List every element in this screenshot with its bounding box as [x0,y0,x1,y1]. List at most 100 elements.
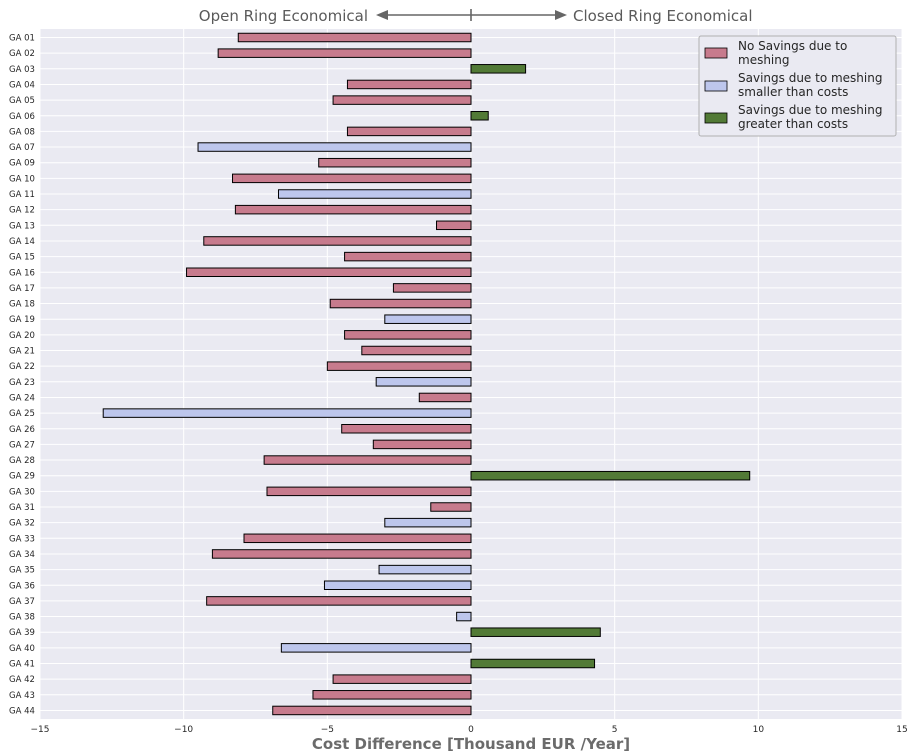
bar-ga-25 [102,408,472,418]
legend-swatch [704,80,728,92]
y-tick-label: GA 40 [9,644,35,654]
x-tick-label: 15 [896,725,907,735]
bar-ga-40 [280,643,472,653]
y-tick-label: GA 26 [9,425,35,435]
bar-ga-12 [234,204,472,215]
bar-ga-18 [329,298,472,309]
bar-ga-03 [470,64,527,74]
bar-ga-33 [243,533,472,544]
bar-ga-07 [197,142,472,152]
legend-label: smaller than costs [738,85,848,99]
bar-ga-10 [232,173,472,184]
bar-ga-42 [332,674,472,684]
bar-ga-04 [346,79,472,90]
legend: No Savings due to meshing Savings due to… [698,35,897,137]
legend-item-savings-greater: Savings due to meshing greater than cost… [704,103,882,131]
y-tick-label: GA 05 [9,96,35,106]
bar-ga-19 [384,314,472,324]
bar-ga-41 [470,658,596,669]
bar-ga-32 [384,517,472,528]
bar-ga-16 [186,267,472,277]
y-tick-label: GA 03 [9,65,35,75]
legend-label: greater than costs [738,117,848,131]
legend-label: Savings due to meshing [738,71,882,85]
y-tick-label: GA 27 [9,440,35,450]
y-tick-label: GA 08 [9,127,35,137]
y-tick-label: GA 16 [9,268,35,278]
y-tick-label: GA 12 [9,206,35,216]
y-tick-label: GA 13 [9,221,35,231]
arrow-right-icon [555,10,567,20]
y-tick-label: GA 10 [9,174,35,184]
x-tick-label: −5 [321,725,334,735]
bar-ga-37 [206,596,472,606]
y-tick-label: GA 09 [9,159,35,169]
bar-ga-27 [372,439,472,450]
bar-ga-36 [323,580,472,590]
bar-ga-09 [318,157,472,168]
y-tick-label: GA 39 [9,628,35,638]
legend-label: meshing [738,53,790,67]
y-tick-label: GA 04 [9,80,35,90]
y-tick-label: GA 02 [9,49,35,59]
y-tick-label: GA 36 [9,581,35,591]
y-tick-label: GA 21 [9,347,35,357]
y-tick-label: GA 23 [9,378,35,388]
y-tick-label: GA 19 [9,315,35,325]
bar-ga-22 [326,361,472,371]
y-tick-label: GA 24 [9,393,35,403]
y-tick-labels: GA 01 GA 02 GA 03 GA 04 GA 05 GA 06 GA 08 GA 07… [9,34,35,717]
y-tick-label: GA 20 [9,331,35,341]
bar-ga-29 [470,470,751,481]
bar-ga-17 [392,283,472,293]
bar-ga-24 [418,392,472,403]
bar-ga-28 [263,455,472,465]
y-tick-label: GA 32 [9,519,35,529]
y-tick-label: GA 31 [9,503,35,513]
x-tick-label: −10 [174,725,193,735]
y-tick-label: GA 30 [9,487,35,497]
direction-annotation: Open Ring Economical Closed Ring Economi… [199,7,753,25]
annotation-right: Closed Ring Economical [573,7,753,25]
bar-ga-23 [375,377,472,387]
bar-ga-08 [346,126,472,137]
bar-ga-15 [344,251,472,262]
legend-item-no-savings: No Savings due to meshing [704,39,847,67]
bar-ga-38 [456,611,472,622]
y-tick-label: GA 33 [9,534,35,544]
bar-ga-01 [237,32,472,43]
y-tick-label: GA 07 [9,143,35,153]
bar-ga-11 [277,189,472,199]
bar-ga-30 [266,486,472,497]
x-tick-labels: −15 −10 −5 0 5 10 15 [31,725,907,735]
y-tick-label: GA 25 [9,409,35,419]
bar-ga-05 [332,95,472,105]
y-tick-label: GA 17 [9,284,35,294]
bar-ga-43 [312,690,472,700]
y-tick-label: GA 01 [9,34,35,44]
y-tick-label: GA 11 [9,190,35,200]
legend-label: No Savings due to [738,39,847,53]
bar-ga-26 [341,424,472,434]
x-tick-label: 0 [468,725,474,735]
legend-swatch [704,112,728,124]
bar-ga-44 [272,705,472,716]
y-tick-label: GA 44 [9,706,35,716]
y-tick-label: GA 34 [9,550,35,560]
bars [102,32,751,716]
x-tick-label: −15 [31,725,50,735]
legend-swatch [704,47,728,59]
y-tick-label: GA 41 [9,660,35,670]
legend-item-savings-smaller: Savings due to meshing smaller than cost… [704,71,882,99]
y-tick-label: GA 22 [9,362,35,372]
y-tick-label: GA 35 [9,566,35,576]
bar-ga-34 [211,549,472,559]
y-tick-label: GA 06 [9,112,35,122]
x-axis-label: Cost Difference [Thousand EUR /Year] [312,735,630,753]
annotation-left: Open Ring Economical [199,7,368,25]
arrow-left-icon [376,10,388,20]
bar-ga-21 [361,345,472,356]
x-tick-label: 10 [753,725,765,735]
bar-ga-13 [436,220,472,231]
